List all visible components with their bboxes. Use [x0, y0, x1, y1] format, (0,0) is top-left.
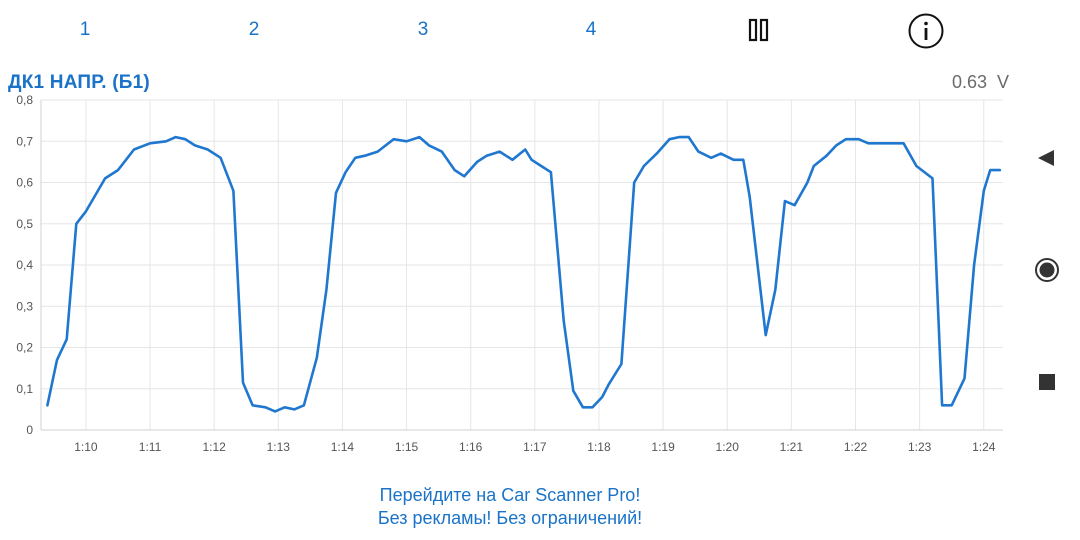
tab-2[interactable]: 2	[248, 19, 260, 40]
top-tab-bar: 1 2 3 4	[0, 0, 1080, 60]
x-tick-label: 1:16	[459, 440, 483, 454]
x-tick-label: 1:23	[908, 440, 932, 454]
record-circle-icon	[1035, 258, 1059, 282]
x-tick-label: 1:14	[331, 440, 355, 454]
back-triangle-icon	[1038, 150, 1054, 166]
x-tick-label: 1:10	[74, 440, 98, 454]
stop-square-icon	[1039, 374, 1055, 390]
y-tick-label: 0,1	[16, 382, 33, 396]
record-button[interactable]	[1034, 257, 1060, 283]
promo-line-2[interactable]: Без рекламы! Без ограничений!	[377, 508, 643, 528]
info-button[interactable]	[907, 12, 945, 50]
y-tick-label: 0,5	[16, 217, 33, 231]
y-tick-label: 0,8	[16, 93, 33, 107]
x-tick-label: 1:17	[523, 440, 547, 454]
parameter-name: ДК1 НАПР. (Б1)	[8, 72, 150, 93]
x-tick-label: 1:12	[202, 440, 226, 454]
x-tick-label: 1:11	[139, 440, 162, 454]
promo-line-1[interactable]: Перейдите на Car Scanner Pro!	[379, 485, 641, 505]
pause-button[interactable]	[745, 14, 775, 46]
tab-1[interactable]: 1	[79, 19, 91, 40]
x-tick-label: 1:18	[587, 440, 611, 454]
x-tick-label: 1:15	[395, 440, 419, 454]
y-tick-label: 0	[26, 423, 33, 437]
y-tick-label: 0,4	[16, 258, 33, 272]
series-line	[46, 135, 1002, 413]
parameter-value: 0.63 V	[951, 72, 1009, 92]
y-tick-label: 0,6	[16, 176, 33, 190]
y-tick-label: 0,2	[16, 341, 33, 355]
voltage-line-chart[interactable]: 0 0,1 0,2 0,3 0,4 0,5 0,6 0,7 0,8 1:10 1:11 1:12 1:1…	[0, 90, 1020, 460]
tab-4[interactable]: 4	[585, 19, 597, 40]
x-tick-label: 1:21	[780, 440, 804, 454]
x-tick-label: 1:13	[267, 440, 291, 454]
pause-icon	[748, 18, 769, 42]
x-tick-label: 1:20	[716, 440, 740, 454]
x-tick-label: 1:22	[844, 440, 868, 454]
x-tick-label: 1:24	[972, 440, 996, 454]
back-button[interactable]	[1034, 146, 1058, 170]
tab-3[interactable]: 3	[417, 19, 429, 40]
info-icon	[908, 13, 944, 49]
stop-button[interactable]	[1037, 372, 1057, 392]
x-tick-label: 1:19	[651, 440, 675, 454]
y-tick-label: 0,3	[16, 299, 33, 313]
y-tick-label: 0,7	[16, 134, 33, 148]
